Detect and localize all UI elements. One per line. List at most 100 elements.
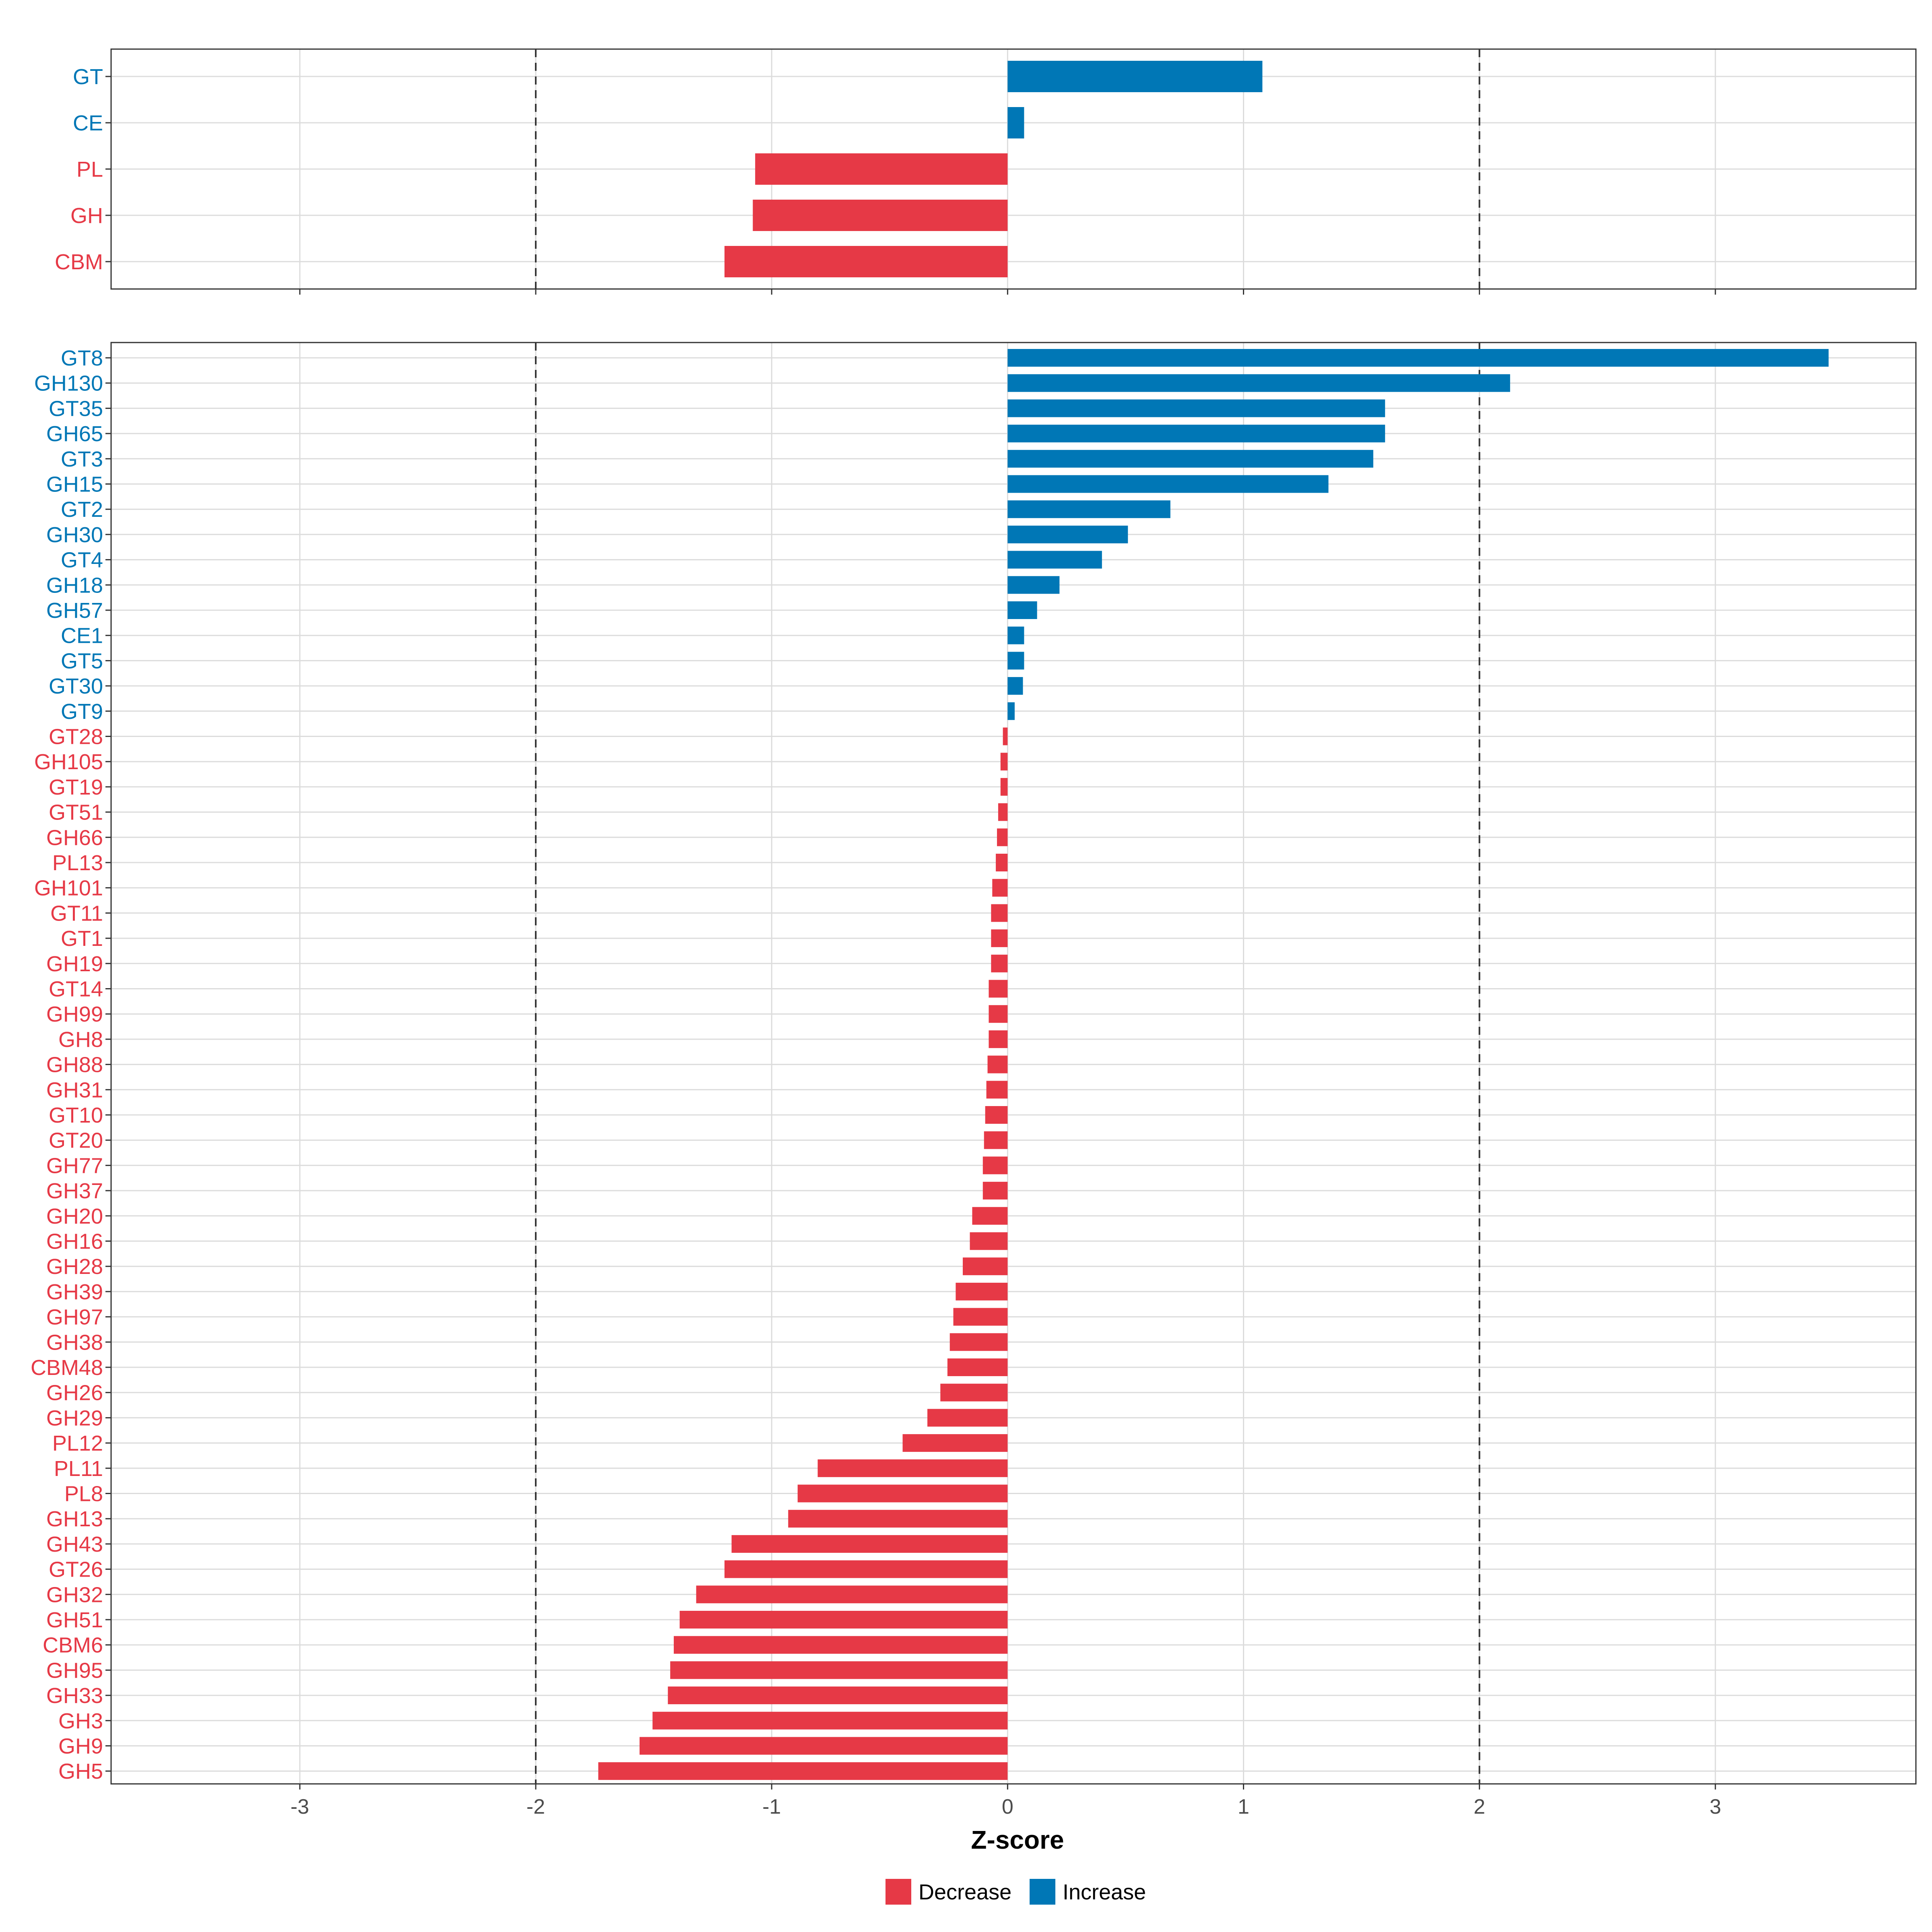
bottom-bar-GH33 bbox=[668, 1686, 1008, 1705]
bottom-ylabel-GH30: GH30 bbox=[46, 523, 103, 547]
bottom-bar-GT2 bbox=[1007, 500, 1170, 518]
x-axis: -3 -2 -1 0 1 2 3 bbox=[291, 1795, 1721, 1818]
bottom-ylabel-GT51: GT51 bbox=[49, 801, 103, 825]
bottom-ylabel-GH20: GH20 bbox=[46, 1204, 103, 1228]
bottom-bar-GH13 bbox=[788, 1510, 1008, 1528]
bottom-ylabel-GH95: GH95 bbox=[46, 1658, 103, 1682]
bottom-ylabel-GH99: GH99 bbox=[46, 1002, 103, 1026]
top-panel: GT CE PL GH CBM bbox=[55, 48, 1917, 295]
legend-label-increase: Increase bbox=[1063, 1880, 1146, 1904]
bottom-ylabel-GT28: GT28 bbox=[49, 725, 103, 749]
bottom-bar-GH37 bbox=[983, 1182, 1008, 1200]
top-bar-GT bbox=[1007, 61, 1263, 92]
bottom-border bbox=[110, 342, 1917, 1785]
bottom-ylabel-GH37: GH37 bbox=[46, 1179, 103, 1203]
bottom-bar-GH20 bbox=[972, 1207, 1008, 1225]
x-tick-label--3: -3 bbox=[291, 1795, 309, 1818]
bottom-ylabel-GT1: GT1 bbox=[61, 927, 103, 951]
bottom-bar-PL13 bbox=[996, 854, 1008, 871]
bottom-ylabel-GH38: GH38 bbox=[46, 1330, 103, 1354]
bottom-bar-GH19 bbox=[991, 954, 1008, 972]
bottom-bar-GH99 bbox=[989, 1005, 1008, 1023]
bottom-bar-CE1 bbox=[1007, 626, 1024, 644]
bottom-ylabel-GT8: GT8 bbox=[61, 346, 103, 370]
bottom-ylabel-GH43: GH43 bbox=[46, 1532, 103, 1556]
bottom-ylabel-GH28: GH28 bbox=[46, 1255, 103, 1279]
top-ylabel-GH: GH bbox=[70, 204, 103, 228]
bottom-ylabel-GH13: GH13 bbox=[46, 1507, 103, 1531]
bottom-ylabel-GT5: GT5 bbox=[61, 649, 103, 673]
bottom-bar-GH5 bbox=[598, 1762, 1008, 1780]
bottom-ylabel-PL8: PL8 bbox=[64, 1482, 103, 1506]
bottom-bar-GH43 bbox=[731, 1535, 1008, 1553]
bottom-ylabel-GH3: GH3 bbox=[58, 1709, 103, 1733]
bottom-bar-GH88 bbox=[987, 1055, 1008, 1073]
bottom-ylabel-GT11: GT11 bbox=[50, 901, 103, 925]
bottom-bar-GT20 bbox=[984, 1131, 1008, 1149]
bottom-ylabel-GT26: GT26 bbox=[49, 1558, 103, 1582]
bottom-ylabel-PL13: PL13 bbox=[52, 851, 103, 875]
bottom-bar-GT3 bbox=[1007, 450, 1373, 468]
bottom-bar-GH65 bbox=[1007, 425, 1385, 443]
bottom-bar-GT26 bbox=[724, 1560, 1008, 1578]
x-tick-label-1: 1 bbox=[1238, 1795, 1249, 1818]
x-tick-label--2: -2 bbox=[526, 1795, 545, 1818]
top-ylabel-CBM: CBM bbox=[55, 250, 103, 274]
x-axis-title: Z-score bbox=[971, 1825, 1064, 1854]
bottom-bar-GH30 bbox=[1007, 525, 1128, 543]
legend-swatch-increase bbox=[1030, 1879, 1055, 1905]
bottom-ylabel-GT35: GT35 bbox=[49, 396, 103, 421]
bottom-bar-GH130 bbox=[1007, 374, 1510, 392]
top-border bbox=[110, 48, 1917, 290]
bottom-bar-GT9 bbox=[1007, 702, 1015, 720]
bottom-ylabel-GT9: GT9 bbox=[61, 700, 103, 724]
bottom-ylabel-GH97: GH97 bbox=[46, 1305, 103, 1329]
bottom-ylabel-GT4: GT4 bbox=[61, 548, 103, 572]
bottom-bar-GH8 bbox=[989, 1030, 1008, 1048]
legend-swatch-decrease bbox=[886, 1879, 911, 1905]
x-tick-label-2: 2 bbox=[1474, 1795, 1485, 1818]
bottom-ylabel-GT2: GT2 bbox=[61, 497, 103, 522]
bottom-bar-GH101 bbox=[992, 879, 1008, 897]
bottom-ylabel-GT20: GT20 bbox=[49, 1129, 103, 1153]
bottom-ylabel-CBM48: CBM48 bbox=[31, 1356, 103, 1380]
bottom-bar-GT4 bbox=[1007, 551, 1102, 569]
bottom-ylabel-CE1: CE1 bbox=[61, 624, 103, 648]
bottom-bar-GH66 bbox=[997, 828, 1008, 846]
top-ylabel-CE: CE bbox=[73, 111, 103, 135]
bottom-ylabel-GH8: GH8 bbox=[58, 1028, 103, 1052]
bottom-bar-GT35 bbox=[1007, 399, 1385, 417]
bottom-ylabel-GH39: GH39 bbox=[46, 1280, 103, 1304]
top-bar-GH bbox=[753, 200, 1008, 231]
bottom-ylabel-GH29: GH29 bbox=[46, 1406, 103, 1430]
bottom-bar-GH77 bbox=[983, 1156, 1008, 1174]
bottom-bar-GH38 bbox=[949, 1333, 1008, 1351]
bottom-bar-GH32 bbox=[696, 1585, 1008, 1604]
bottom-ylabel-GH26: GH26 bbox=[46, 1381, 103, 1405]
bottom-ylabel-GH32: GH32 bbox=[46, 1583, 103, 1607]
bottom-ylabel-GT14: GT14 bbox=[49, 977, 103, 1001]
bottom-bar-GH9 bbox=[639, 1737, 1008, 1755]
bottom-bar-CBM48 bbox=[947, 1358, 1008, 1376]
bottom-bar-GT11 bbox=[991, 904, 1008, 922]
bottom-ylabel-PL11: PL11 bbox=[54, 1457, 103, 1481]
bottom-bar-GH51 bbox=[679, 1611, 1008, 1629]
bottom-ylabel-GH31: GH31 bbox=[46, 1078, 103, 1102]
top-bar-CE bbox=[1007, 107, 1024, 138]
bottom-bar-GH3 bbox=[652, 1711, 1008, 1730]
bottom-bar-GT14 bbox=[989, 980, 1008, 998]
bottom-ylabel-GH66: GH66 bbox=[46, 826, 103, 850]
bottom-bar-PL11 bbox=[817, 1459, 1008, 1477]
top-ylabel-GT: GT bbox=[73, 65, 103, 89]
bottom-bar-GH31 bbox=[986, 1081, 1008, 1099]
bottom-bar-GH18 bbox=[1007, 576, 1060, 594]
bottom-ylabel-PL12: PL12 bbox=[52, 1431, 103, 1455]
bottom-bar-PL12 bbox=[902, 1434, 1008, 1452]
top-bar-PL bbox=[755, 153, 1008, 185]
bottom-bar-GH95 bbox=[670, 1661, 1008, 1679]
top-ylabel-PL: PL bbox=[76, 157, 103, 182]
top-bar-CBM bbox=[724, 246, 1008, 277]
bottom-ylabel-GH57: GH57 bbox=[46, 599, 103, 623]
